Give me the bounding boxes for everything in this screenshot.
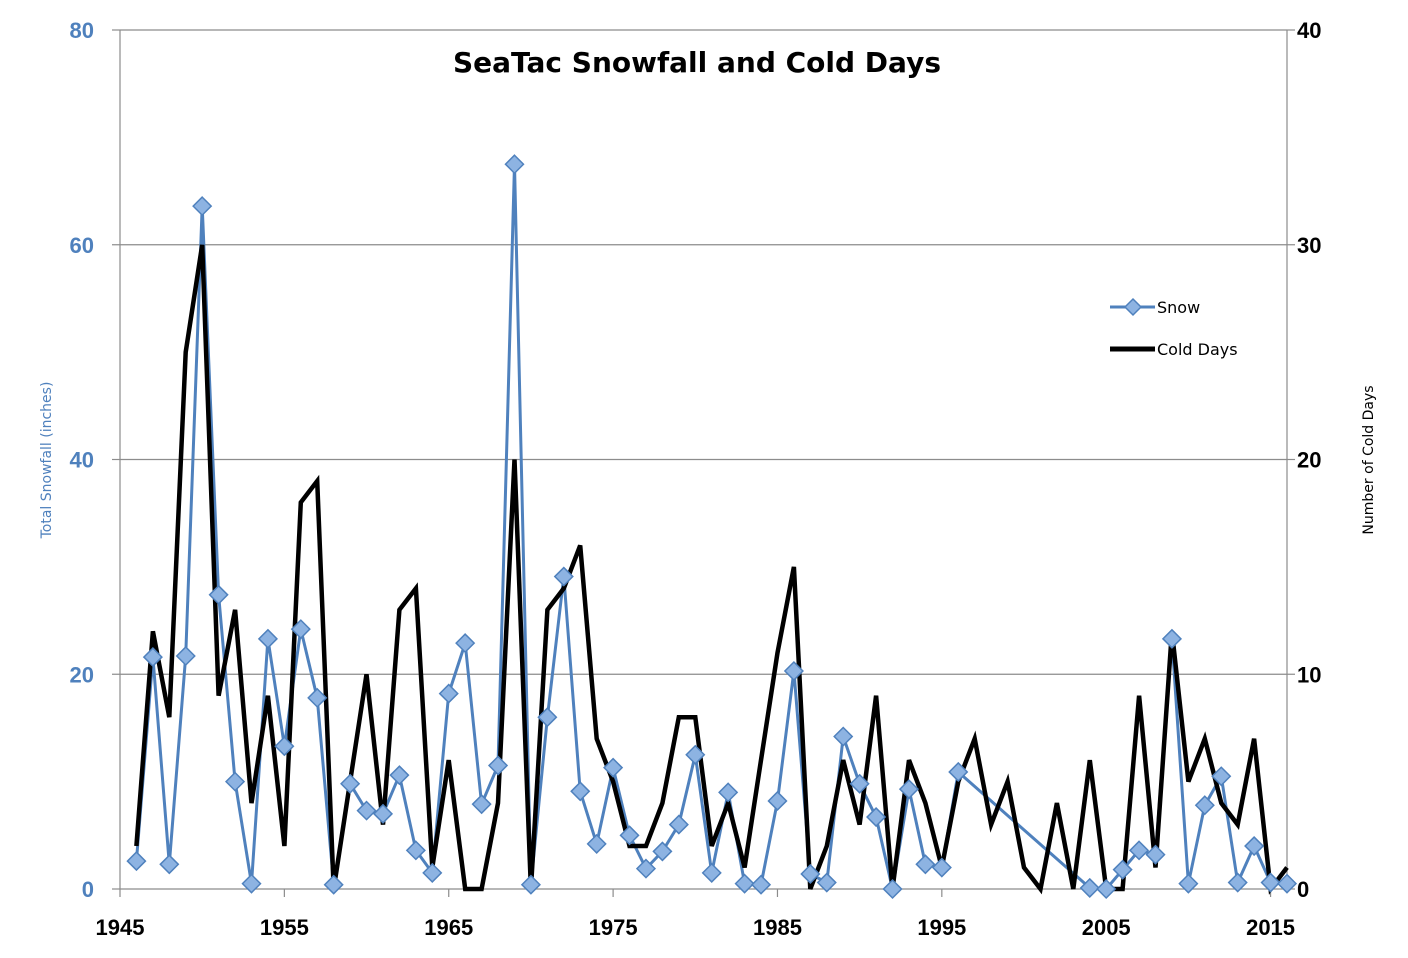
- snow-point: [603, 757, 624, 778]
- snow-point: [192, 196, 213, 217]
- legend-cold-days-label: Cold Days: [1157, 340, 1238, 359]
- x-tick-label: 2015: [1246, 915, 1295, 940]
- right-tick-label: 20: [1297, 448, 1321, 473]
- x-tick-label: 1975: [589, 915, 638, 940]
- x-axis-ticks: 1945 1955 1965 1975 1985 1995 2005 2015: [96, 889, 1295, 940]
- snow-point: [767, 790, 788, 812]
- right-tick-label: 0: [1297, 877, 1309, 902]
- snow-point: [553, 566, 574, 587]
- legend-snow-label: Snow: [1157, 298, 1200, 317]
- right-y-axis-label: Number of Cold Days: [1361, 385, 1377, 534]
- x-tick-label: 1945: [96, 915, 145, 940]
- snow-point: [931, 857, 952, 878]
- snow-point: [537, 707, 558, 728]
- snow-point: [750, 874, 772, 895]
- snow-point: [948, 761, 969, 783]
- snow-point: [833, 726, 854, 747]
- x-tick-label: 1955: [260, 915, 309, 940]
- snow-point: [142, 647, 163, 668]
- snow-point: [290, 619, 311, 640]
- cold-days-series: [134, 244, 1289, 895]
- snow-point: [1129, 840, 1150, 861]
- snow-point: [1194, 795, 1215, 816]
- snow-point: [1161, 628, 1183, 649]
- snow-point: [915, 854, 936, 875]
- snow-point: [783, 660, 804, 682]
- right-tick-label: 10: [1297, 662, 1321, 687]
- chart-title: SeaTac Snowfall and Cold Days: [453, 46, 941, 79]
- snow-point: [1227, 872, 1248, 893]
- snow-point: [307, 687, 328, 708]
- snow-point: [208, 584, 229, 605]
- snow-point: [175, 645, 196, 667]
- snow-point: [405, 840, 426, 861]
- legend: Snow Cold Days: [1110, 297, 1238, 359]
- snow-point: [866, 806, 887, 828]
- snow-point: [241, 873, 262, 894]
- snow-point: [323, 874, 344, 895]
- snow-point: [800, 863, 821, 885]
- snow-point: [356, 800, 377, 821]
- snow-point: [438, 683, 459, 704]
- snow-point: [372, 803, 394, 824]
- snow-point: [898, 779, 920, 800]
- snow-point: [126, 851, 147, 872]
- left-tick-label: 0: [82, 877, 94, 902]
- snow-series-line: [134, 162, 1288, 891]
- snow-point: [487, 755, 509, 776]
- snow-point: [257, 628, 278, 649]
- snow-point: [340, 773, 361, 794]
- x-tick-label: 1965: [424, 915, 473, 940]
- horizontal-gridlines: [120, 29, 1287, 675]
- snow-point: [504, 154, 525, 175]
- snow-point: [274, 736, 295, 757]
- snow-point: [635, 858, 657, 879]
- snow-point: [1211, 766, 1232, 787]
- cold-days-series-line: [134, 244, 1289, 895]
- snow-point: [1276, 873, 1298, 894]
- snow-point: [1145, 844, 1166, 865]
- snow-point: [159, 854, 180, 875]
- snow-point: [652, 841, 673, 862]
- snow-point: [1244, 835, 1265, 857]
- right-axis-ticks: 0 10 20 30 40: [1287, 18, 1321, 902]
- snow-point: [1079, 877, 1100, 898]
- snow-point: [471, 794, 492, 815]
- x-tick-label: 1995: [917, 915, 966, 940]
- snow-point: [520, 874, 541, 895]
- snow-point: [619, 825, 640, 846]
- snow-point: [734, 873, 755, 894]
- snow-point: [455, 633, 476, 654]
- snow-point: [224, 771, 246, 792]
- right-tick-label: 40: [1297, 18, 1321, 43]
- left-tick-label: 20: [70, 662, 94, 687]
- snow-point: [389, 765, 410, 786]
- left-tick-label: 80: [70, 18, 94, 43]
- x-tick-label: 2005: [1082, 915, 1131, 940]
- left-tick-label: 60: [70, 233, 94, 258]
- snow-point: [422, 862, 443, 883]
- snow-point: [668, 814, 689, 835]
- snow-point: [718, 782, 739, 803]
- snow-series: [134, 162, 1288, 891]
- snow-point: [685, 744, 706, 765]
- snow-point: [1260, 872, 1281, 893]
- snow-point: [816, 872, 837, 893]
- left-axis-ticks: 0 20 40 60 80: [70, 18, 120, 902]
- snow-point: [849, 773, 870, 794]
- snow-point: [1096, 878, 1117, 900]
- x-tick-label: 1985: [753, 915, 802, 940]
- right-tick-label: 30: [1297, 233, 1321, 258]
- snow-point: [586, 833, 607, 854]
- left-tick-label: 40: [70, 448, 94, 473]
- snow-markers: [126, 154, 1298, 900]
- snow-point: [1112, 859, 1133, 880]
- snow-point: [1178, 873, 1199, 894]
- snow-point: [570, 781, 591, 802]
- snow-point: [882, 878, 903, 900]
- legend-snow-diamond-icon: [1123, 297, 1143, 317]
- left-y-axis-label: Total Snowfall (inches): [39, 382, 55, 540]
- snow-point: [701, 862, 722, 883]
